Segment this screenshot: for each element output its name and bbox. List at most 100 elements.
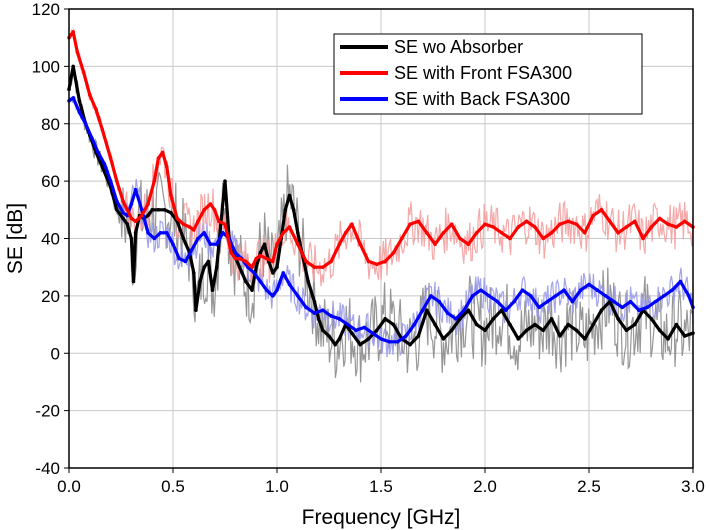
data-point [146, 213, 150, 218]
data-point [262, 242, 267, 247]
data-point [416, 334, 421, 338]
data-point [287, 282, 292, 287]
data-point [312, 265, 317, 269]
data-point [657, 328, 662, 333]
data-point [508, 322, 512, 327]
data-point [350, 222, 354, 226]
data-point [208, 202, 213, 206]
data-point [271, 271, 275, 275]
data-point [362, 325, 367, 330]
data-point [662, 294, 666, 298]
data-point [528, 294, 533, 298]
y-tick-label: -40 [35, 459, 60, 478]
data-point [674, 225, 679, 229]
data-point [192, 228, 196, 232]
data-point [454, 317, 458, 321]
data-point [562, 288, 566, 292]
data-point [133, 219, 138, 224]
series-line-0 [67, 64, 694, 347]
y-tick-label: 0 [51, 344, 60, 363]
data-point [574, 222, 579, 226]
data-point [169, 193, 173, 198]
data-point [408, 222, 412, 226]
data-point [533, 322, 537, 327]
data-point [81, 70, 86, 74]
data-point [337, 317, 342, 321]
data-point [491, 225, 496, 229]
data-point [524, 219, 529, 224]
data-point [549, 230, 554, 235]
data-point [445, 311, 450, 315]
data-point [678, 279, 683, 284]
data-point [508, 236, 512, 241]
data-point [121, 216, 125, 221]
data-point [264, 288, 269, 292]
data-point [77, 99, 82, 103]
data-point [541, 328, 546, 333]
data-point [512, 299, 516, 304]
data-point [258, 253, 263, 258]
data-point [108, 156, 113, 160]
data-point [175, 216, 179, 221]
data-point [121, 199, 125, 204]
data-point [583, 230, 587, 235]
y-tick-label: -20 [35, 402, 60, 421]
data-point [499, 308, 504, 313]
data-point [674, 322, 679, 327]
data-point [358, 242, 363, 247]
data-point [150, 208, 154, 212]
data-point [466, 308, 471, 313]
data-point [192, 271, 196, 275]
data-point [574, 328, 579, 333]
data-point [591, 213, 595, 218]
data-point [541, 236, 546, 241]
data-point [624, 328, 629, 333]
data-point [152, 236, 157, 241]
data-point [433, 322, 437, 327]
data-point [537, 305, 541, 310]
data-point [649, 225, 654, 229]
data-point [400, 236, 404, 241]
data-point [616, 317, 620, 321]
data-point [196, 219, 200, 224]
data-point [133, 230, 138, 235]
data-point [641, 236, 645, 241]
data-point [412, 322, 417, 327]
x-tick-label: 1.5 [369, 477, 393, 496]
y-tick-label: 20 [41, 287, 60, 306]
data-point [558, 334, 562, 338]
data-point [337, 337, 342, 341]
data-point [133, 187, 138, 192]
data-point [608, 219, 612, 224]
data-point [329, 314, 333, 318]
y-tick-label: 60 [41, 172, 60, 191]
data-point [632, 322, 637, 327]
data-point [281, 271, 286, 275]
data-point [291, 208, 296, 212]
data-point [566, 219, 570, 224]
data-point [320, 265, 325, 269]
data-point [383, 259, 387, 264]
data-point [558, 222, 562, 226]
data-point [156, 156, 161, 160]
x-tick-label: 0.0 [57, 477, 81, 496]
data-point [420, 308, 425, 313]
data-point [214, 265, 219, 269]
data-point [100, 127, 105, 132]
data-point [433, 242, 437, 247]
legend-label-se-back-fsa300: SE with Back FSA300 [394, 89, 570, 109]
data-point [516, 337, 521, 341]
data-point [449, 328, 454, 333]
data-point [281, 230, 286, 235]
data-point [366, 259, 371, 264]
x-tick-label: 3.0 [681, 477, 705, 496]
data-point [566, 322, 570, 327]
data-point [657, 216, 662, 221]
data-point [395, 339, 400, 344]
data-point [181, 222, 186, 226]
data-point [271, 294, 275, 298]
data-point [449, 222, 454, 226]
data-point [441, 337, 446, 341]
data-point [221, 230, 225, 235]
data-point [189, 248, 194, 252]
